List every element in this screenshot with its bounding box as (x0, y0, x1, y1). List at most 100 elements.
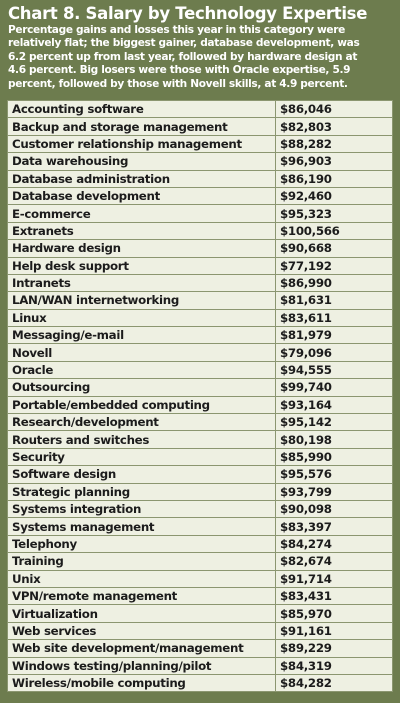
salary-cell: $91,714 (275, 569, 393, 588)
salary-cell: $84,274 (275, 534, 393, 554)
table-row: Virtualization $85,970 (7, 604, 393, 623)
subtitle-line: percent, followed by those with Novell s… (8, 77, 348, 90)
table-row: Database development $92,460 (7, 186, 393, 206)
salary-cell: $96,903 (275, 152, 393, 171)
technology-cell: Telephony (7, 534, 276, 554)
salary-cell: $86,190 (275, 169, 393, 188)
salary-cell: $84,319 (275, 656, 393, 675)
salary-cell: $83,397 (275, 517, 393, 536)
technology-cell: LAN/WAN internetworking (7, 291, 276, 310)
subtitle-line: 4.6 percent. Big losers were those with … (8, 64, 351, 77)
technology-cell: Oracle (7, 360, 276, 380)
technology-cell: Customer relationship management (7, 134, 276, 154)
table-row: Unix $91,714 (7, 569, 393, 588)
technology-cell: Research/development (7, 413, 276, 432)
table-row: LAN/WAN internetworking $81,631 (7, 291, 393, 310)
table-row: Extranets $100,566 (7, 221, 393, 241)
salary-cell: $92,460 (275, 186, 393, 206)
table-row: Research/development $95,142 (7, 413, 393, 432)
technology-cell: Intranets (7, 273, 276, 293)
table-row: E-commerce $95,323 (7, 204, 393, 223)
technology-cell: Strategic planning (7, 482, 276, 501)
technology-cell: Wireless/mobile computing (7, 673, 276, 693)
table-row: Data warehousing $96,903 (7, 152, 393, 171)
salary-cell: $90,668 (275, 239, 393, 258)
technology-cell: Hardware design (7, 239, 276, 258)
technology-cell: Backup and storage management (7, 117, 276, 136)
table-row: Training $82,674 (7, 552, 393, 571)
technology-cell: Outsourcing (7, 378, 276, 397)
salary-cell: $93,164 (275, 395, 393, 415)
table-row: Backup and storage management $82,803 (7, 117, 393, 136)
technology-cell: Systems management (7, 517, 276, 536)
subtitle-line: relatively flat; the biggest gainer, dat… (8, 37, 360, 50)
table-row: Web services $91,161 (7, 621, 393, 641)
table-row: Hardware design $90,668 (7, 239, 393, 258)
technology-cell: Web site development/management (7, 639, 276, 658)
salary-cell: $86,046 (275, 99, 393, 119)
subtitle-line: Percentage gains and losses this year in… (8, 24, 345, 36)
technology-cell: Web services (7, 621, 276, 641)
salary-cell: $85,970 (275, 604, 393, 623)
table-row: Help desk support $77,192 (7, 256, 393, 275)
technology-cell: Accounting software (7, 99, 276, 119)
salary-cell: $94,555 (275, 360, 393, 380)
salary-cell: $93,799 (275, 482, 393, 501)
table-row: Web site development/management $89,229 (7, 639, 393, 658)
salary-cell: $81,979 (275, 326, 393, 345)
technology-cell: E-commerce (7, 204, 276, 223)
table-row: Novell $79,096 (7, 343, 393, 362)
technology-cell: Linux (7, 308, 276, 328)
technology-cell: Extranets (7, 221, 276, 241)
salary-cell: $88,282 (275, 134, 393, 154)
table-row: Software design $95,576 (7, 465, 393, 484)
table-row: VPN/remote management $83,431 (7, 586, 393, 606)
salary-cell: $80,198 (275, 430, 393, 449)
technology-cell: Database administration (7, 169, 276, 188)
table-row: Customer relationship management $88,282 (7, 134, 393, 154)
salary-cell: $95,323 (275, 204, 393, 223)
table-row: Linux $83,611 (7, 308, 393, 328)
table-row: Systems management $83,397 (7, 517, 393, 536)
salary-cell: $82,674 (275, 552, 393, 571)
table-row: Oracle $94,555 (7, 360, 393, 380)
salary-cell: $79,096 (275, 343, 393, 362)
technology-cell: Portable/embedded computing (7, 395, 276, 415)
table-row: Strategic planning $93,799 (7, 482, 393, 501)
salary-cell: $95,142 (275, 413, 393, 432)
table-row: Outsourcing $99,740 (7, 378, 393, 397)
technology-cell: Virtualization (7, 604, 276, 623)
subtitle-line: 6.2 percent up from last year, followed … (8, 50, 358, 63)
technology-cell: VPN/remote management (7, 586, 276, 606)
technology-cell: Data warehousing (7, 152, 276, 171)
table-row: Database administration $86,190 (7, 169, 393, 188)
technology-cell: Security (7, 447, 276, 467)
table-row: Messaging/e-mail $81,979 (7, 326, 393, 345)
table-row: Security $85,990 (7, 447, 393, 467)
salary-cell: $86,990 (275, 273, 393, 293)
technology-cell: Database development (7, 186, 276, 206)
salary-table: Accounting software $86,046 Backup and sto… (7, 99, 393, 693)
salary-cell: $91,161 (275, 621, 393, 641)
technology-cell: Software design (7, 465, 276, 484)
title: Chart 8. Salary by Technology Expertise (8, 4, 368, 23)
table-row: Telephony $84,274 (7, 534, 393, 554)
technology-cell: Novell (7, 343, 276, 362)
salary-cell: $81,631 (275, 291, 393, 310)
salary-cell: $82,803 (275, 117, 393, 136)
salary-cell: $84,282 (275, 673, 393, 693)
salary-cell: $83,431 (275, 586, 393, 606)
table-row: Portable/embedded computing $93,164 (7, 395, 393, 415)
table-row: Wireless/mobile computing $84,282 (7, 673, 393, 693)
table-row: Windows testing/planning/pilot $84,319 (7, 656, 393, 675)
salary-cell: $85,990 (275, 447, 393, 467)
technology-cell: Unix (7, 569, 276, 588)
technology-cell: Messaging/e-mail (7, 326, 276, 345)
table-row: Routers and switches $80,198 (7, 430, 393, 449)
salary-cell: $77,192 (275, 256, 393, 275)
salary-cell: $83,611 (275, 308, 393, 328)
technology-cell: Help desk support (7, 256, 276, 275)
salary-cell: $99,740 (275, 378, 393, 397)
technology-cell: Training (7, 552, 276, 571)
